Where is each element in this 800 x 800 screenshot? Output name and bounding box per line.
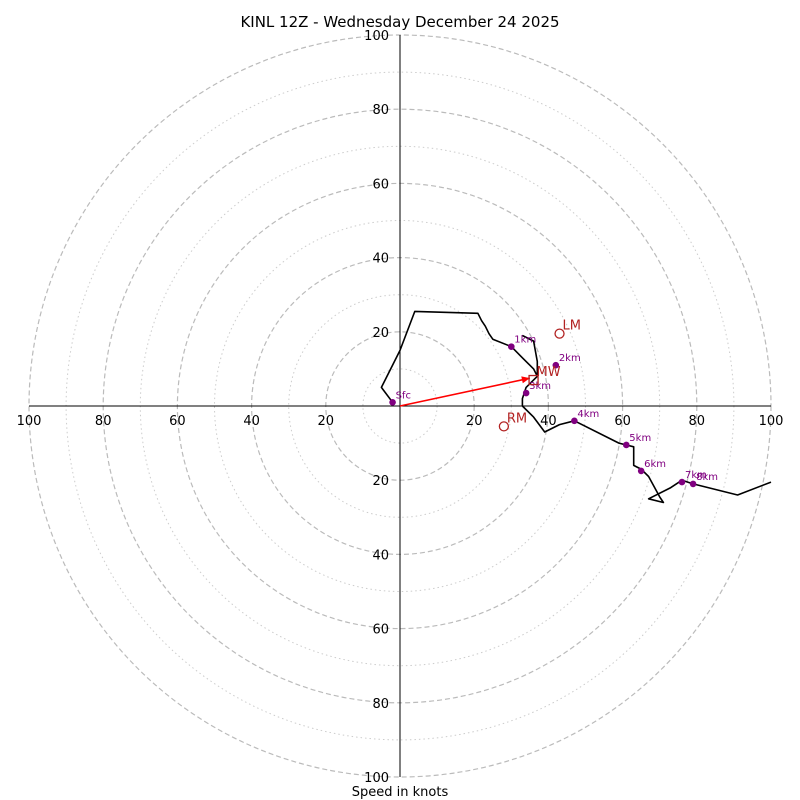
tick-label-y-neg-60: 60	[372, 623, 389, 638]
tick-label-x-neg-80: 80	[95, 414, 112, 429]
storm-motion-marker-rm	[498, 421, 510, 432]
hodograph-trace	[380, 310, 772, 504]
storm-motion-marker-lm	[554, 328, 565, 339]
storm-motion-markers: LM MW RM	[498, 319, 581, 432]
tick-label-y-pos-60: 60	[372, 177, 389, 192]
tick-label-x-neg-60: 60	[169, 414, 186, 429]
tick-label-y-neg-40: 40	[372, 548, 389, 563]
tick-label-x-pos-100: 100	[759, 414, 784, 429]
shear-vector-line	[399, 377, 531, 407]
height-point-4km	[571, 417, 578, 425]
tick-label-x-pos-40: 40	[540, 414, 557, 429]
shear-vector-arrowhead	[521, 376, 530, 384]
storm-motion-label-mw: MW	[537, 365, 561, 380]
tick-label-x-pos-20: 20	[466, 414, 483, 429]
height-label-8km: 8km	[696, 472, 718, 483]
tick-labels: 20 20 20 20 40 40 40 40 60 60 60 60 80 80 80 80 100 100 10…	[17, 29, 784, 786]
trace-line	[380, 310, 772, 504]
tick-label-y-neg-100: 100	[364, 771, 389, 786]
trace-loop-line	[522, 334, 539, 377]
height-point-2km	[552, 361, 560, 369]
height-point-8km	[689, 480, 697, 488]
tick-label-y-pos-80: 80	[372, 103, 389, 118]
storm-motion-label-rm: RM	[507, 411, 527, 426]
tick-label-x-pos-80: 80	[689, 414, 706, 429]
height-point-1km	[508, 343, 515, 350]
height-point-sfc	[389, 398, 396, 406]
storm-motion-marker-mw	[528, 374, 539, 386]
x-axis-label: Speed in knots	[352, 785, 449, 800]
height-point-5km	[623, 441, 630, 449]
height-label-7km: 7km	[685, 470, 707, 481]
tick-label-x-neg-100: 100	[17, 414, 42, 429]
shear-vector	[399, 376, 531, 407]
height-label-2km: 2km	[559, 353, 581, 364]
tick-label-y-pos-40: 40	[372, 252, 389, 267]
height-point-3km	[522, 389, 530, 397]
height-label-sfc: Sfc	[396, 390, 411, 401]
tick-label-y-pos-20: 20	[372, 326, 389, 341]
tick-label-y-neg-80: 80	[372, 697, 389, 712]
height-label-3km: 3km	[529, 381, 551, 392]
tick-label-x-neg-20: 20	[318, 414, 335, 429]
height-label-5km: 5km	[629, 433, 651, 444]
height-label-1km: 1km	[514, 335, 536, 346]
tick-label-y-neg-20: 20	[372, 474, 389, 489]
height-point-7km	[678, 478, 686, 486]
tick-label-x-neg-40: 40	[243, 414, 260, 429]
tick-label-y-pos-100: 100	[364, 29, 389, 44]
tick-label-x-pos-60: 60	[614, 414, 631, 429]
height-label-4km: 4km	[577, 409, 599, 420]
chart-title: KINL 12Z - Wednesday December 24 2025	[240, 13, 559, 31]
height-point-6km	[637, 467, 645, 475]
height-label-6km: 6km	[644, 459, 666, 470]
storm-motion-label-lm: LM	[563, 319, 581, 334]
